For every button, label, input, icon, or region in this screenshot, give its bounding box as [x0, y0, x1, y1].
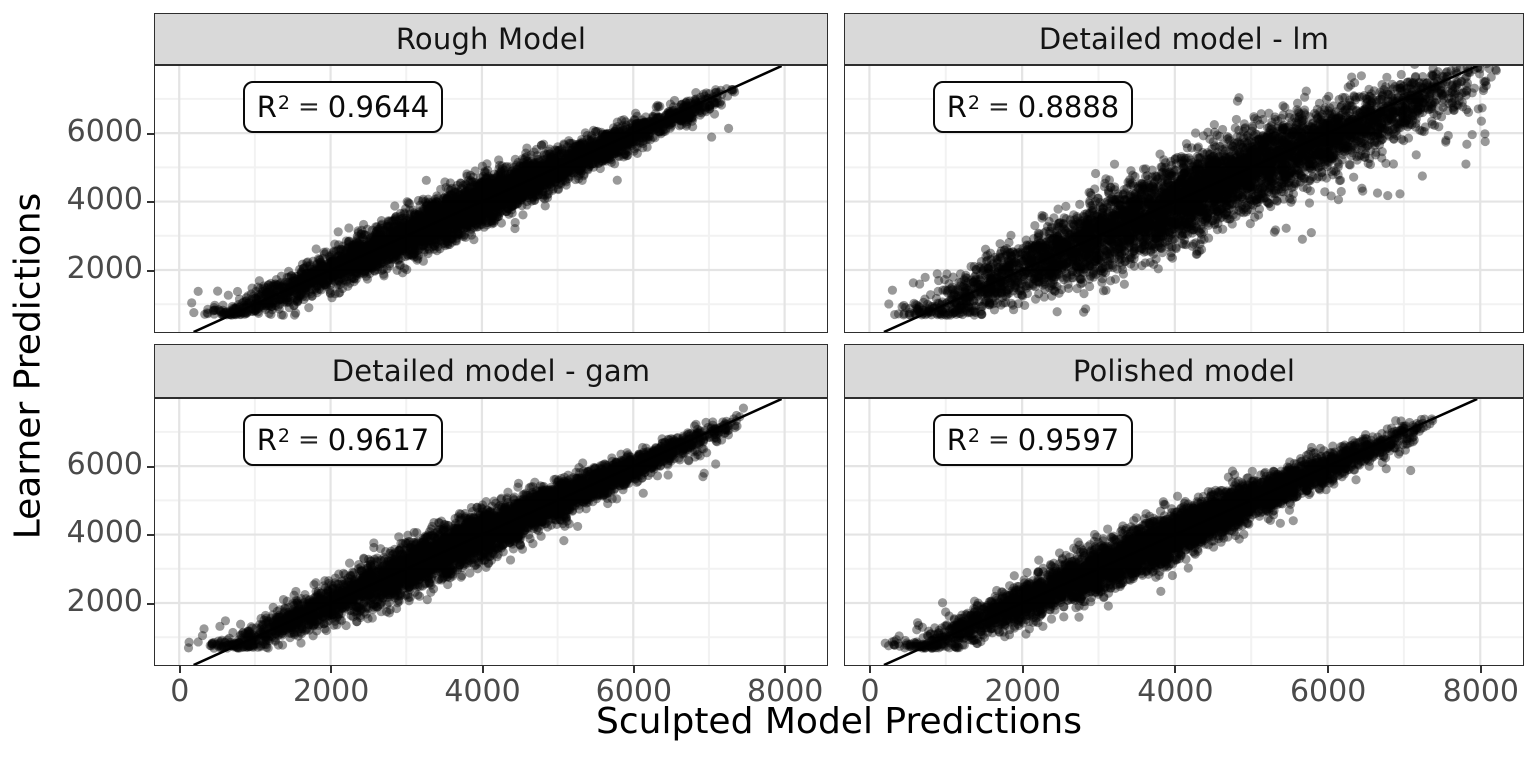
y-tick-mark: [147, 534, 154, 537]
y-tick-mark: [147, 602, 154, 605]
r2-annotation: R 2 = 0.8888: [933, 81, 1133, 133]
r2-exponent: 2: [967, 425, 980, 447]
r2-value: 0.8888: [1017, 90, 1120, 124]
y-tick-label: 2000: [66, 583, 143, 619]
x-tick-mark: [178, 666, 181, 673]
facet-strip-label: Detailed model - gam: [331, 354, 651, 388]
y-axis-title: Learner Predictions: [7, 192, 49, 540]
x-tick-label: 6000: [595, 674, 673, 709]
x-tick-mark: [1174, 666, 1177, 673]
y-tick-mark: [147, 201, 154, 204]
r2-annotation: R 2 = 0.9644: [243, 81, 443, 133]
r2-exponent: 2: [967, 92, 980, 114]
facet-panel-detailed-lm: R 2 = 0.8888: [844, 65, 1524, 333]
x-tick-label: 8000: [747, 674, 824, 709]
y-tick-label: 4000: [66, 182, 143, 218]
x-tick-mark: [869, 666, 872, 673]
y-tick-mark: [147, 465, 154, 468]
y-tick-mark: [147, 132, 154, 135]
facet-strip-detailed-lm: Detailed model - lm: [844, 13, 1524, 65]
r2-value: 0.9644: [327, 90, 430, 124]
facet-strip-rough-model: Rough Model: [154, 13, 828, 65]
x-tick-mark: [784, 666, 787, 673]
r2-equals: =: [297, 92, 320, 122]
x-tick-label: 6000: [1289, 674, 1367, 709]
r2-equals: =: [297, 425, 320, 455]
r2-value: 0.9597: [1017, 423, 1120, 457]
y-tick-label: 6000: [66, 446, 143, 482]
x-tick-label: 4000: [1137, 674, 1214, 709]
r2-annotation: R 2 = 0.9597: [933, 414, 1133, 466]
y-tick-label: 4000: [66, 515, 143, 551]
x-tick-label: 4000: [444, 674, 521, 709]
r2-value: 0.9617: [327, 423, 430, 457]
r2-annotation: R 2 = 0.9617: [243, 414, 443, 466]
x-tick-mark: [1479, 666, 1482, 673]
facet-strip-polished: Polished model: [844, 344, 1524, 398]
r2-stat: R: [256, 90, 277, 124]
r2-exponent: 2: [277, 92, 290, 114]
facet-strip-label: Detailed model - lm: [1038, 22, 1330, 56]
x-tick-label: 2000: [292, 674, 370, 709]
y-tick-label: 2000: [66, 250, 143, 286]
x-tick-label: 2000: [984, 674, 1061, 709]
x-axis-title: Sculpted Model Predictions: [596, 701, 1082, 742]
r2-equals: =: [987, 92, 1010, 122]
y-tick-mark: [147, 269, 154, 272]
x-tick-label: 8000: [1442, 674, 1520, 709]
r2-stat: R: [946, 423, 967, 457]
facet-panel-rough-model: R 2 = 0.9644: [154, 65, 828, 333]
y-tick-label: 6000: [66, 113, 143, 149]
facet-strip-label: Rough Model: [395, 22, 587, 56]
facet-panel-detailed-gam: R 2 = 0.9617: [154, 398, 828, 666]
facet-strip-label: Polished model: [1072, 354, 1296, 388]
x-tick-label: 0: [170, 674, 190, 709]
x-tick-mark: [481, 666, 484, 673]
x-tick-mark: [1327, 666, 1330, 673]
r2-stat: R: [256, 423, 277, 457]
r2-equals: =: [987, 425, 1010, 455]
facet-strip-detailed-gam: Detailed model - gam: [154, 344, 828, 398]
x-tick-mark: [330, 666, 333, 673]
facet-panel-polished: R 2 = 0.9597: [844, 398, 1524, 666]
r2-exponent: 2: [277, 425, 290, 447]
r2-stat: R: [946, 90, 967, 124]
x-tick-label: 0: [860, 674, 880, 709]
x-tick-mark: [1021, 666, 1024, 673]
x-tick-mark: [632, 666, 635, 673]
